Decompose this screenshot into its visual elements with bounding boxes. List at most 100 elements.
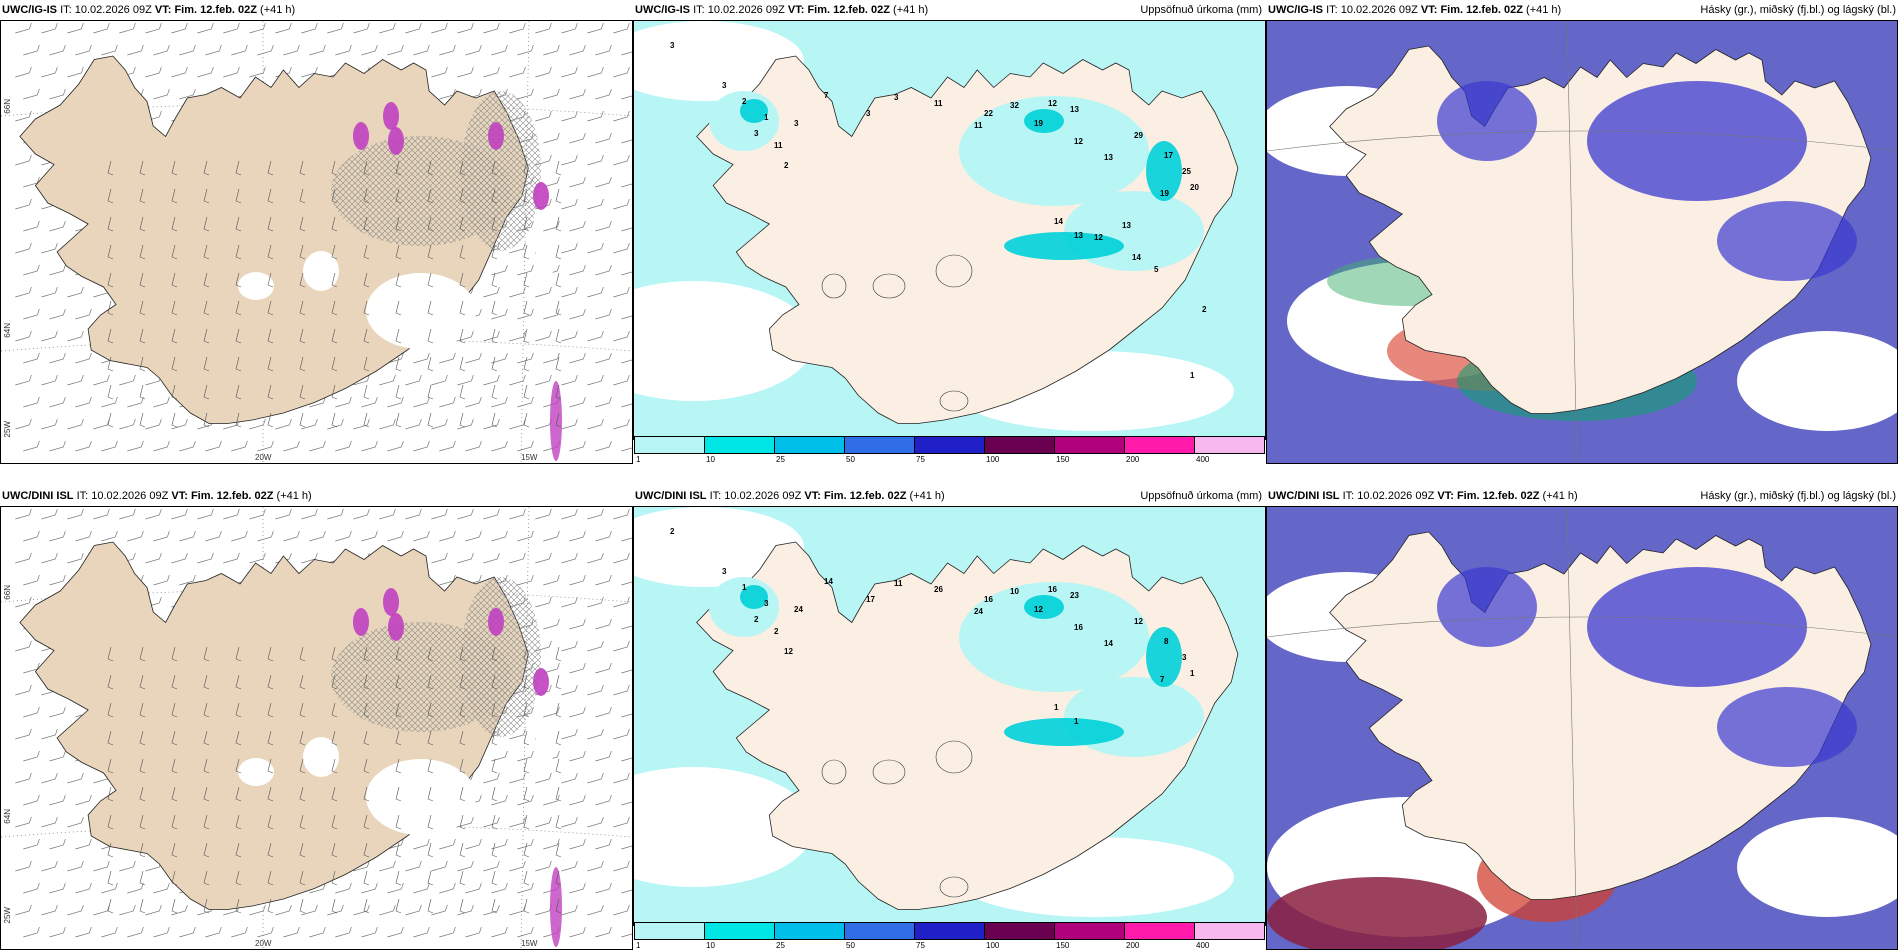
wind-barb	[267, 870, 274, 886]
mid-cloud-area	[1717, 201, 1857, 281]
wind-barb	[353, 22, 370, 34]
wind-map[interactable]: 66N 64N 25W 20W 15W	[0, 20, 633, 464]
wind-barb	[523, 384, 530, 400]
wind-barb	[267, 356, 274, 372]
wind-barb	[309, 44, 326, 56]
wind-map[interactable]: 66N 64N 25W 20W 15W	[0, 506, 633, 950]
wind-barb	[299, 412, 306, 428]
wind-barb	[459, 870, 466, 886]
wind-barb	[299, 898, 306, 914]
graticule-line	[520, 507, 530, 949]
wind-barb	[299, 188, 306, 204]
wind-barb	[171, 66, 188, 78]
wind-barb	[335, 926, 352, 938]
precip-value: 17	[1164, 151, 1173, 160]
wind-barb	[595, 882, 612, 894]
wind-barb	[509, 22, 526, 34]
wind-barb	[267, 814, 274, 830]
wind-barb	[561, 596, 578, 608]
wind-barb	[613, 860, 630, 872]
wind-barb	[457, 374, 474, 386]
colorbar-segment: 1	[635, 923, 705, 950]
wind-barb	[15, 508, 32, 520]
wind-barb	[491, 870, 498, 886]
wind-barb	[49, 794, 66, 806]
wind-barb	[587, 22, 604, 34]
wind-barb	[431, 22, 448, 34]
wind-barb	[405, 418, 422, 430]
wind-barb	[491, 730, 498, 746]
wind-barb	[613, 242, 630, 254]
wind-barb	[101, 44, 118, 56]
wind-barb	[301, 508, 318, 520]
wind-barb	[249, 418, 266, 430]
model-name: UWC/DINI ISL	[635, 490, 707, 502]
glacier-outline	[939, 876, 969, 898]
wind-barb	[235, 188, 242, 204]
colorbar-label: 100	[986, 455, 1000, 464]
wind-barb	[569, 750, 586, 762]
colorbar-segment: 75	[915, 437, 985, 464]
wind-barb	[179, 530, 196, 542]
precip-map[interactable]: 2 3 1 2 3 12 2 24 14 17 11 26 24 16 10 12 16 23 16 14 12 8 3 7 1…	[633, 506, 1266, 926]
wind-barb	[363, 674, 370, 690]
precip-value: 1	[1074, 717, 1079, 726]
vt-value: Fim. 12.feb. 02Z	[823, 490, 907, 502]
wind-barb	[361, 926, 378, 938]
mid-cloud-area	[1437, 81, 1537, 161]
wind-barb	[555, 870, 562, 886]
wind-barb	[231, 440, 248, 452]
precip-map[interactable]: 3 3 2 3 1 2 11 3 7 3 3 11 11 22 32 19 12 13 12 13 29 17 25 19 20…	[633, 20, 1266, 440]
wind-barb	[427, 870, 434, 886]
wind-barb	[335, 44, 352, 56]
wind-barb	[107, 870, 114, 886]
colorbar-segment: 200	[1125, 437, 1195, 464]
wind-barb	[465, 882, 482, 894]
no-precip-area	[634, 767, 814, 887]
wind-barb	[491, 264, 508, 276]
wind-barb	[595, 88, 612, 100]
wind-barb	[561, 860, 578, 872]
precip-value: 14	[1054, 217, 1063, 226]
wind-barb	[483, 330, 500, 342]
cloud-map[interactable]	[1266, 506, 1898, 950]
wind-barb	[561, 552, 578, 564]
it-value: 10.02.2026 09Z	[74, 4, 152, 16]
wind-barb	[171, 272, 178, 288]
precip-value: 7	[824, 91, 829, 100]
wind-barb	[41, 418, 58, 430]
precip-value: 25	[1182, 167, 1191, 176]
wind-barb	[139, 702, 146, 718]
wind-barb	[235, 272, 242, 288]
wind-barb	[555, 356, 562, 372]
wind-barb	[203, 300, 210, 316]
wind-barb	[587, 860, 604, 872]
wind-barb	[139, 328, 146, 344]
wind-barb	[483, 418, 500, 430]
wind-barb	[431, 66, 448, 78]
wind-barb	[427, 758, 434, 774]
wind-barb	[331, 300, 338, 316]
wind-barb	[413, 352, 430, 364]
wind-barb	[613, 684, 630, 696]
cloud-map[interactable]	[1266, 20, 1898, 464]
wind-barb	[257, 44, 274, 56]
wind-barb	[145, 22, 162, 34]
wind-barb	[335, 440, 352, 452]
wind-barb	[621, 359, 632, 364]
wind-barb	[457, 860, 474, 872]
wind-barb	[483, 860, 500, 872]
vt-value: Fim. 12.feb. 02Z	[807, 4, 890, 16]
wind-barb	[361, 396, 378, 408]
wind-barb	[203, 674, 210, 690]
wind-barb	[363, 898, 370, 914]
wind-barb	[379, 860, 396, 872]
wind-barb	[23, 396, 40, 408]
wind-barb	[595, 838, 612, 850]
wind-barb	[267, 384, 274, 400]
wind-barb	[459, 646, 466, 662]
wind-barb	[23, 926, 40, 938]
wind-barb	[23, 530, 40, 542]
wind-barb	[153, 396, 170, 408]
wind-barb	[587, 198, 604, 210]
